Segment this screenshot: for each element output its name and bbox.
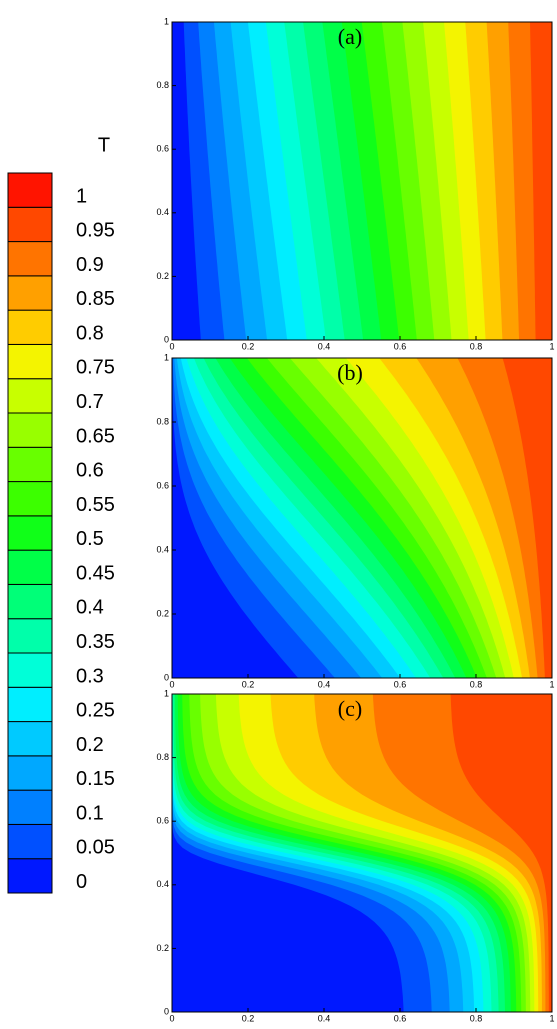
- y-tick-label: 0.2: [156, 271, 169, 281]
- y-tick-label: 0.6: [156, 480, 169, 490]
- colorbar-box: [7, 583, 53, 620]
- colorbar-box: [7, 412, 53, 448]
- y-tick-label: 0.6: [156, 816, 169, 826]
- y-tick-label: 0.6: [156, 144, 169, 154]
- x-tick-label: 0: [169, 341, 174, 351]
- colorbar-box: [7, 686, 53, 723]
- x-tick-label: 0.8: [470, 341, 483, 351]
- x-tick-label: 0.4: [318, 679, 331, 689]
- colorbar-label: 0.9: [76, 254, 104, 276]
- colorbar-box: [7, 378, 53, 414]
- colorbar-box: [7, 789, 53, 825]
- colorbar-box: [7, 618, 53, 654]
- y-tick-label: 0.8: [156, 416, 169, 426]
- y-tick-label: 1: [164, 688, 169, 698]
- colorbar-label: 0.75: [76, 357, 115, 379]
- colorbar-box: [7, 206, 53, 243]
- y-tick-label: 0.4: [156, 544, 169, 554]
- x-tick-label: 0.4: [318, 1013, 331, 1023]
- colorbar-box: [7, 309, 53, 345]
- x-tick-label: 1: [549, 341, 554, 351]
- colorbar-label: 0.85: [76, 288, 115, 310]
- colorbar-label: 0: [76, 871, 87, 893]
- contour-band: [530, 22, 552, 340]
- colorbar-box: [7, 549, 53, 585]
- colorbar-label: 0.3: [76, 665, 104, 687]
- colorbar-label: 0.6: [76, 460, 104, 482]
- colorbar-box: [7, 241, 53, 277]
- colorbar-label: 0.45: [76, 562, 115, 584]
- plot-frame: [171, 693, 553, 1013]
- colorbar-label: 0.1: [76, 802, 104, 824]
- plot-frame: [171, 21, 553, 341]
- colorbar-box: [7, 652, 53, 688]
- colorbar-box: [7, 343, 53, 380]
- y-tick-label: 0: [164, 672, 169, 682]
- x-tick-label: 0.6: [394, 1013, 407, 1023]
- colorbar-box: [7, 823, 53, 860]
- colorbar-label: 0.8: [76, 322, 104, 344]
- plot-frame: [171, 357, 553, 679]
- x-tick-label: 0: [169, 1013, 174, 1023]
- x-tick-label: 0.8: [470, 1013, 483, 1023]
- colorbar-label: 0.55: [76, 494, 115, 516]
- x-tick-label: 0.2: [242, 679, 255, 689]
- panel-label: (a): [338, 24, 362, 49]
- colorbar-label: 0.2: [76, 734, 104, 756]
- colorbar-box: [7, 275, 53, 311]
- contour-band: [450, 694, 552, 1012]
- colorbar-label: 0.35: [76, 631, 115, 653]
- colorbar-label: 0.65: [76, 425, 115, 447]
- colorbar-label: 1: [76, 185, 87, 207]
- colorbar-box: [7, 481, 53, 517]
- colorbar-title: T: [98, 134, 110, 156]
- colorbar-box: [7, 755, 53, 791]
- panel-label: (b): [337, 360, 363, 385]
- colorbar-label: 0.25: [76, 700, 115, 722]
- x-tick-label: 0.2: [242, 1013, 255, 1023]
- colorbar-label: 0.5: [76, 528, 104, 550]
- y-tick-label: 0.4: [156, 879, 169, 889]
- y-tick-label: 0.8: [156, 752, 169, 762]
- y-tick-label: 0: [164, 1006, 169, 1016]
- x-tick-label: 0.4: [318, 341, 331, 351]
- colorbar-box: [7, 721, 53, 757]
- colorbar-box: [7, 515, 53, 551]
- y-tick-label: 0: [164, 334, 169, 344]
- colorbar-label: 0.15: [76, 768, 115, 790]
- y-tick-label: 0.8: [156, 80, 169, 90]
- colorbar-box: [7, 172, 53, 208]
- y-tick-label: 0.2: [156, 943, 169, 953]
- colorbar-label: 0.4: [76, 597, 104, 619]
- colorbar-label: 0.05: [76, 837, 115, 859]
- x-tick-label: 0: [169, 679, 174, 689]
- colorbar-label: 0.7: [76, 391, 104, 413]
- x-tick-label: 0.6: [394, 341, 407, 351]
- y-tick-label: 1: [164, 16, 169, 26]
- x-tick-label: 1: [549, 679, 554, 689]
- colorbar-box: [7, 446, 53, 483]
- y-tick-label: 1: [164, 352, 169, 362]
- panel-label: (c): [338, 696, 362, 721]
- x-tick-label: 1: [549, 1013, 554, 1023]
- colorbar-box: [7, 858, 53, 894]
- x-tick-label: 0.8: [470, 679, 483, 689]
- y-tick-label: 0.2: [156, 608, 169, 618]
- contour-band: [502, 358, 552, 678]
- x-tick-label: 0.6: [394, 679, 407, 689]
- x-tick-label: 0.2: [242, 341, 255, 351]
- colorbar-label: 0.95: [76, 220, 115, 242]
- y-tick-label: 0.4: [156, 207, 169, 217]
